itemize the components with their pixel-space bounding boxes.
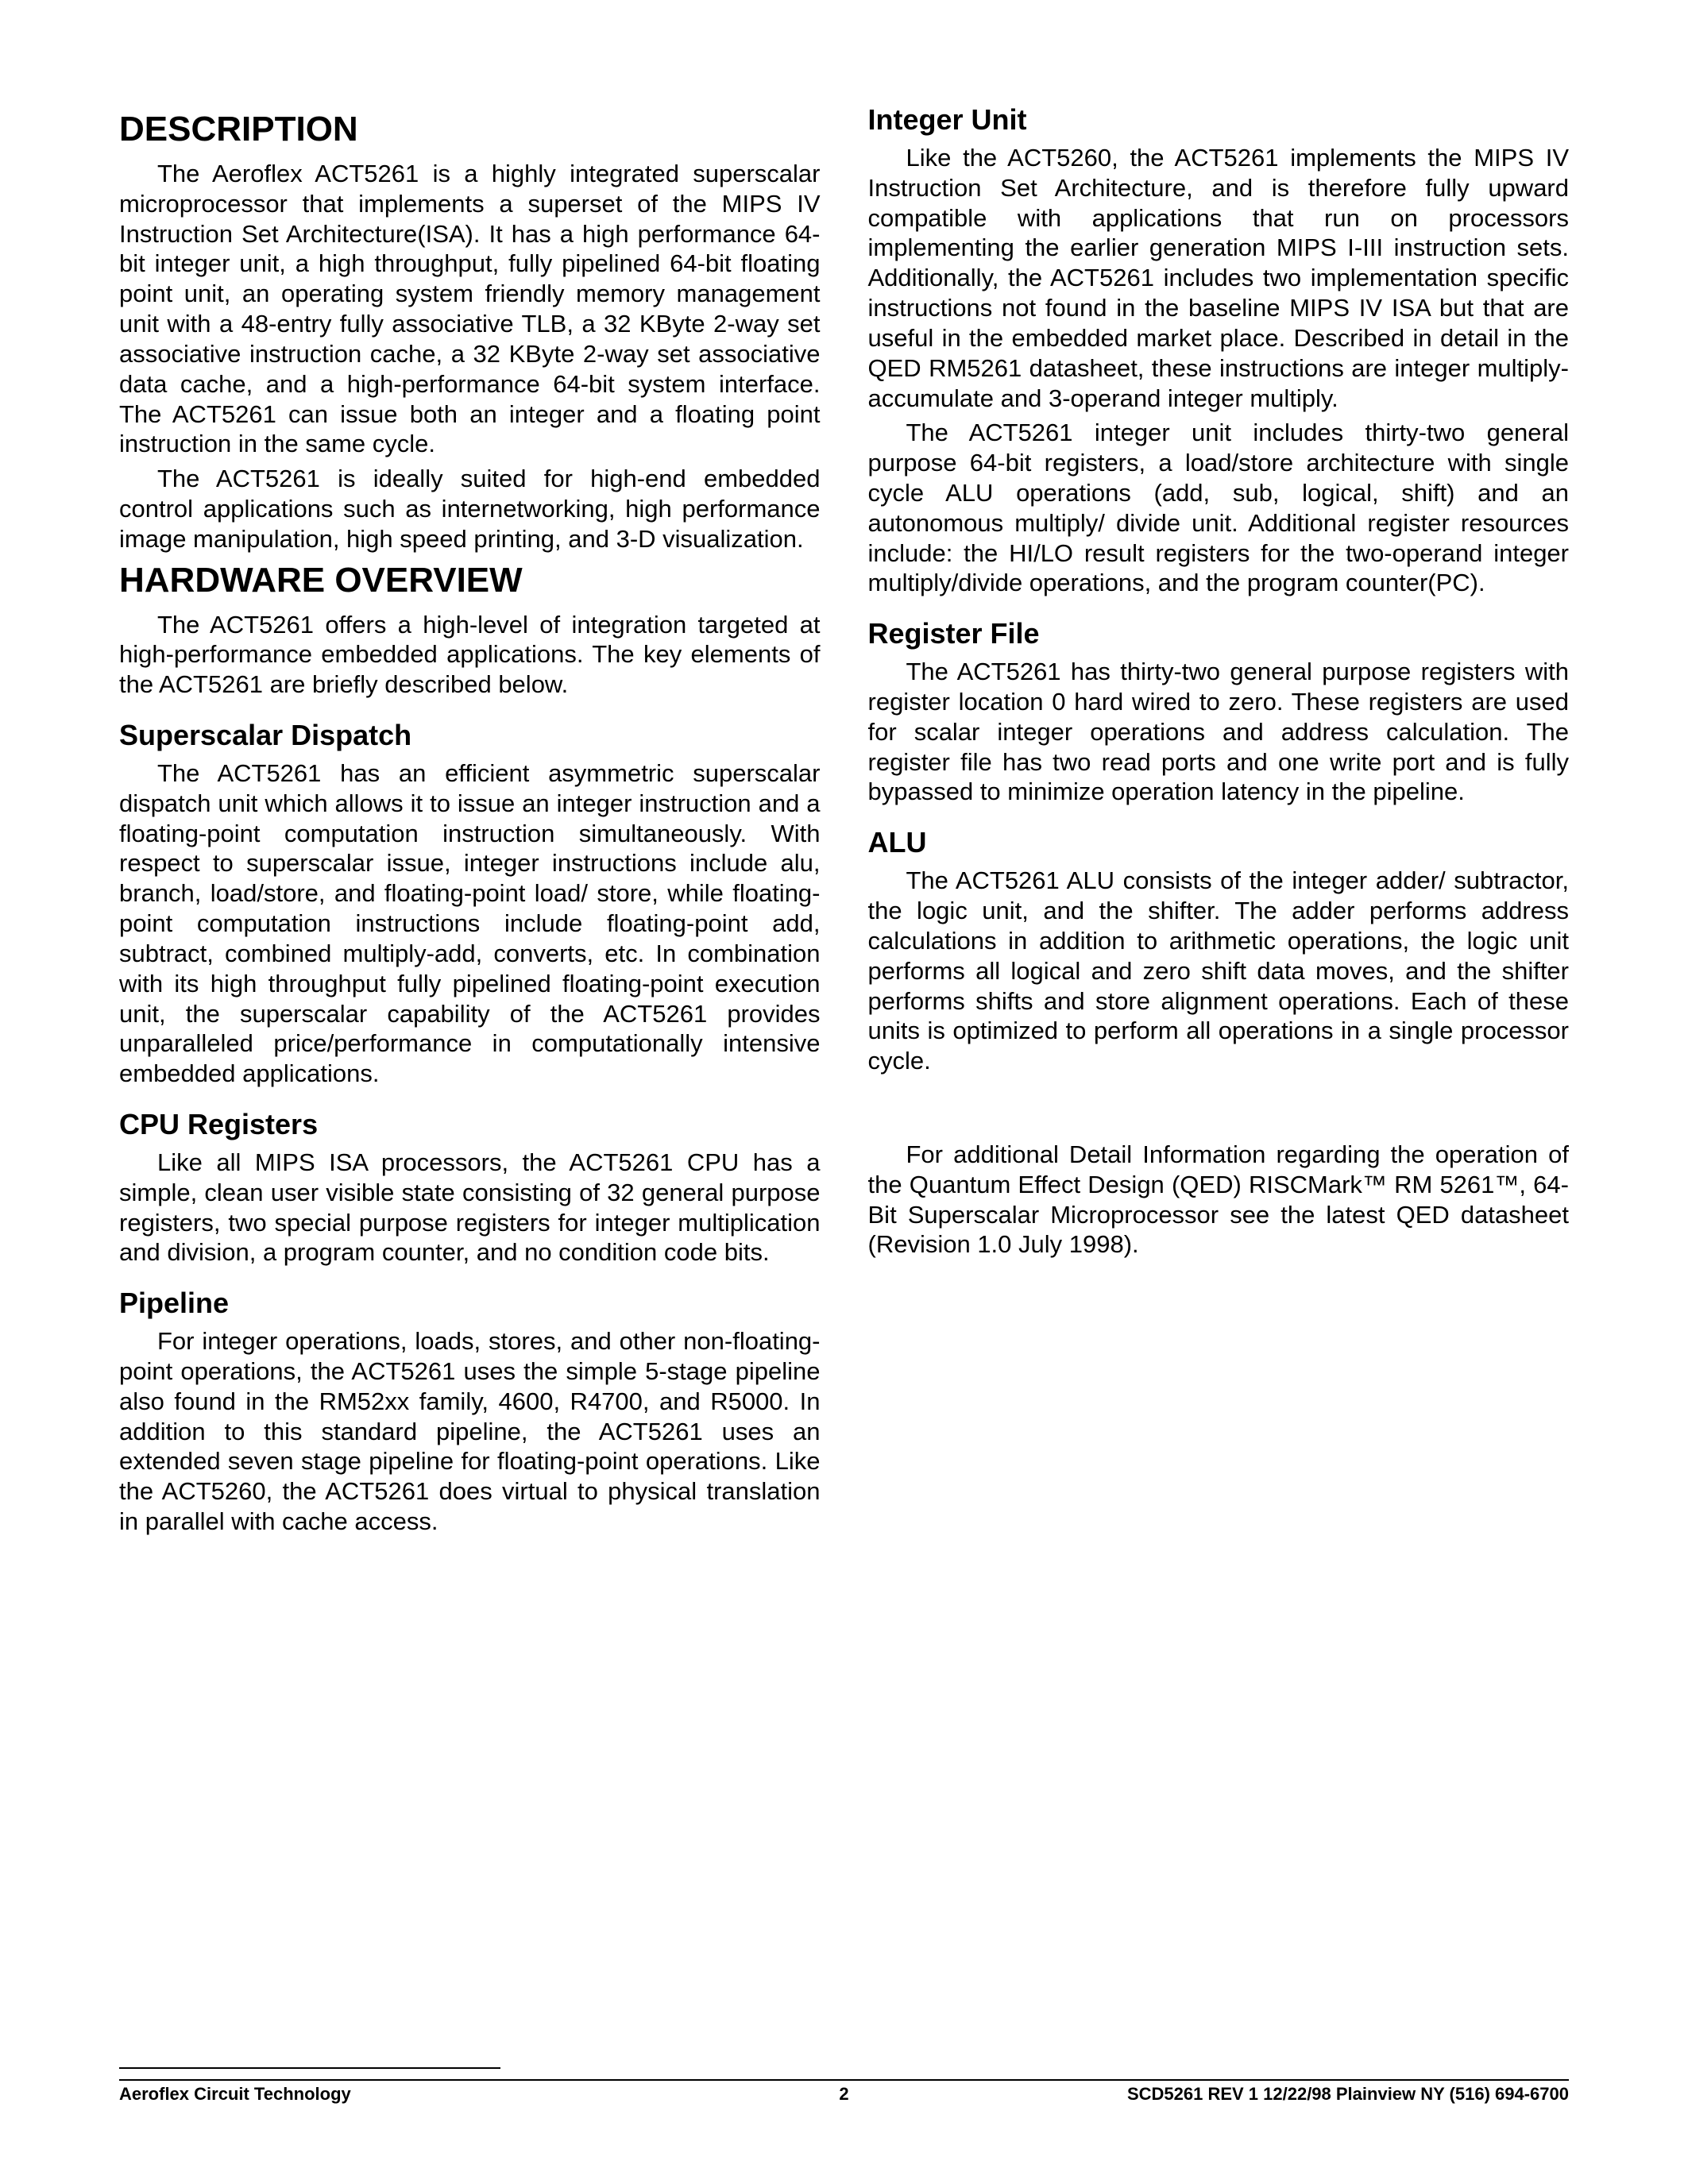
heading-integer-unit: Integer Unit — [868, 103, 1570, 137]
paragraph-desc-2: The ACT5261 is ideally suited for high-e… — [119, 464, 821, 554]
paragraph-pipeline-1: For integer operations, loads, stores, a… — [119, 1326, 821, 1537]
footer-short-rule — [119, 2067, 500, 2069]
footer-left: Aeroflex Circuit Technology — [119, 2084, 351, 2105]
footer-right: SCD5261 REV 1 12/22/98 Plainview NY (516… — [1127, 2084, 1569, 2105]
paragraph-desc-1: The Aeroflex ACT5261 is a highly integra… — [119, 159, 821, 459]
paragraph-intunit-2: The ACT5261 integer unit includes thirty… — [868, 418, 1570, 598]
right-column: Integer Unit Like the ACT5260, the ACT52… — [868, 103, 1570, 1542]
paragraph-cpu-1: Like all MIPS ISA processors, the ACT526… — [119, 1148, 821, 1268]
paragraph-superscalar-1: The ACT5261 has an efficient asymmetric … — [119, 758, 821, 1089]
heading-superscalar: Superscalar Dispatch — [119, 719, 821, 752]
paragraph-alu-1: The ACT5261 ALU consists of the integer … — [868, 866, 1570, 1076]
heading-pipeline: Pipeline — [119, 1287, 821, 1320]
heading-description: DESCRIPTION — [119, 110, 821, 149]
heading-register-file: Register File — [868, 617, 1570, 650]
paragraph-hw-1: The ACT5261 offers a high-level of integ… — [119, 610, 821, 700]
footer-page-number: 2 — [839, 2084, 848, 2105]
left-column: DESCRIPTION The Aeroflex ACT5261 is a hi… — [119, 103, 821, 1542]
heading-alu: ALU — [868, 826, 1570, 859]
heading-hardware-overview: HARDWARE OVERVIEW — [119, 561, 821, 600]
page-footer: Aeroflex Circuit Technology 2 SCD5261 RE… — [119, 2079, 1569, 2105]
page-content: DESCRIPTION The Aeroflex ACT5261 is a hi… — [119, 103, 1569, 1542]
paragraph-intunit-1: Like the ACT5260, the ACT5261 implements… — [868, 143, 1570, 413]
heading-cpu-registers: CPU Registers — [119, 1108, 821, 1141]
paragraph-additional-info: For additional Detail Information regard… — [868, 1140, 1570, 1260]
paragraph-regfile-1: The ACT5261 has thirty-two general purpo… — [868, 657, 1570, 807]
